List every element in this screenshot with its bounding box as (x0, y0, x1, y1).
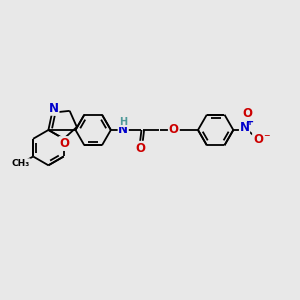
Text: N: N (239, 121, 250, 134)
Text: O: O (242, 107, 253, 120)
Text: N: N (49, 102, 58, 115)
Text: O: O (136, 142, 146, 155)
Text: ⁻: ⁻ (264, 132, 270, 145)
Text: N: N (118, 124, 128, 136)
Text: O: O (169, 124, 179, 136)
Text: O: O (253, 134, 263, 146)
Text: +: + (246, 117, 254, 127)
Text: O: O (59, 137, 69, 150)
Text: H: H (119, 117, 127, 127)
Text: CH₃: CH₃ (12, 159, 30, 168)
